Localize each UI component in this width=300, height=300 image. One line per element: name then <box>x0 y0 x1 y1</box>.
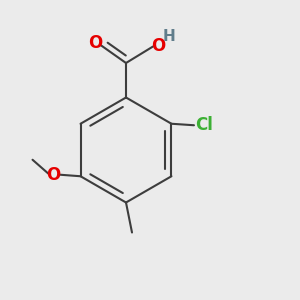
Text: Cl: Cl <box>195 116 213 134</box>
Text: H: H <box>162 29 175 44</box>
Text: O: O <box>46 166 61 184</box>
Text: O: O <box>88 34 102 52</box>
Text: O: O <box>151 37 166 55</box>
